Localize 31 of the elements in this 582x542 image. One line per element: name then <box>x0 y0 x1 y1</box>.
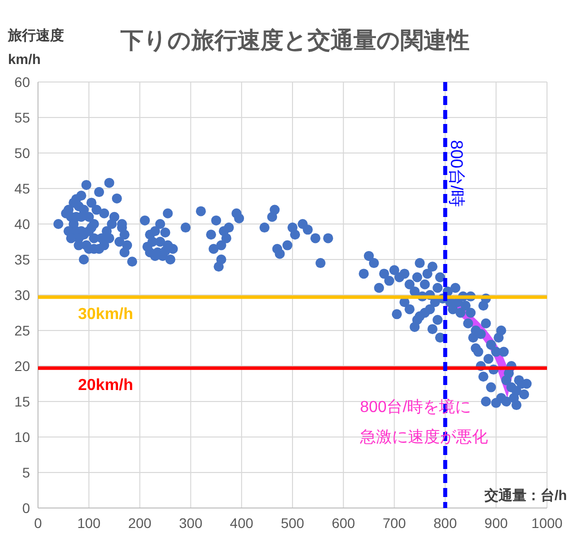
y-tick-label: 55 <box>14 110 30 126</box>
y-tick-label: 35 <box>14 252 30 268</box>
x-tick-label: 400 <box>230 515 254 531</box>
x-tick-label: 0 <box>34 515 42 531</box>
ref-line-label: 20km/h <box>78 377 134 394</box>
y-tick-label: 30 <box>14 287 30 303</box>
x-tick-label: 100 <box>77 515 101 531</box>
x-tick-label: 700 <box>382 515 406 531</box>
y-tick-label: 20 <box>14 358 30 374</box>
y-tick-label: 10 <box>14 429 30 445</box>
ref-line-label: 800台/時 <box>447 140 466 208</box>
x-tick-label: 300 <box>179 515 203 531</box>
annotation: 急激に速度が悪化 <box>359 428 488 446</box>
x-tick-label: 600 <box>332 515 356 531</box>
chart-title: 下りの旅行速度と交通量の関連性 <box>120 27 470 53</box>
y-tick-label: 15 <box>14 394 30 410</box>
ref-line-label: 30km/h <box>78 306 134 324</box>
y-tick-label: 40 <box>14 216 30 232</box>
x-tick-label: 500 <box>280 515 304 531</box>
x-tick-label: 800 <box>434 515 458 531</box>
y-tick-label: 25 <box>14 322 30 338</box>
x-axis-title: 交通量：台/h <box>484 487 567 503</box>
y-tick-label: 45 <box>14 180 30 196</box>
x-tick-label: 900 <box>484 515 508 531</box>
x-tick-label: 200 <box>128 515 152 531</box>
y-tick-label: 5 <box>22 464 30 480</box>
y-tick-label: 0 <box>22 500 30 516</box>
y-tick-label: 50 <box>14 145 30 161</box>
x-tick-label: 1000 <box>531 515 563 531</box>
y-tick-label: 60 <box>14 74 30 90</box>
y-axis-title: 旅行速度 km/h <box>7 27 64 67</box>
